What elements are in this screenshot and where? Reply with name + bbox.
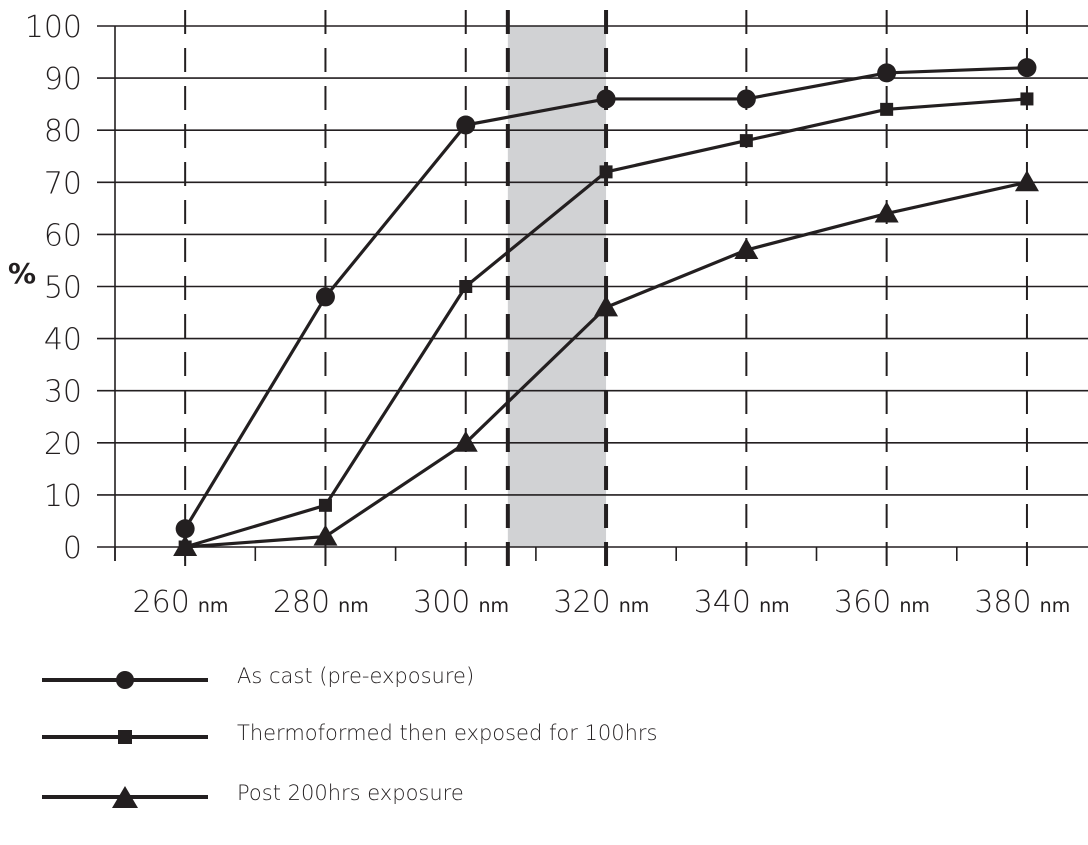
- x-tick-label: 280: [273, 585, 330, 620]
- y-axis-label: %: [8, 257, 36, 290]
- data-point-triangle: [313, 524, 338, 546]
- data-point-triangle: [594, 295, 619, 317]
- x-unit-label: nm: [478, 595, 509, 617]
- data-point-square: [739, 134, 753, 148]
- series-layer: [173, 58, 1039, 556]
- legend-square-marker: [118, 730, 132, 744]
- y-tick-label: 90: [44, 62, 82, 97]
- y-tick-label: 70: [44, 166, 82, 201]
- data-point-triangle: [734, 238, 759, 260]
- legend-label: Post 200hrs exposure: [237, 781, 464, 805]
- y-tick-label: 80: [44, 114, 82, 149]
- y-tick-label: 50: [44, 271, 82, 306]
- legend-item-post-200hrs: Post 200hrs exposure: [42, 777, 942, 817]
- y-tick-label: 60: [44, 218, 82, 253]
- y-tick-label: 40: [44, 323, 82, 358]
- axis-layer: [97, 25, 1028, 561]
- x-tick-label: 360: [834, 585, 891, 620]
- x-tick-label: 340: [694, 585, 751, 620]
- x-tick-label: 380: [974, 585, 1031, 620]
- data-point-triangle: [453, 430, 478, 452]
- data-point-triangle: [1014, 170, 1039, 192]
- data-point-square: [599, 165, 613, 179]
- x-tick-label: 320: [553, 585, 610, 620]
- data-point-circle: [736, 89, 756, 109]
- data-point-circle: [877, 63, 897, 83]
- x-tick-label: 260: [133, 585, 190, 620]
- data-point-square: [459, 280, 473, 293]
- legend-label: Thermoformed then exposed for 100hrs: [237, 721, 658, 745]
- y-tick-label: 20: [44, 427, 82, 462]
- grid-layer: [115, 10, 1088, 567]
- x-unit-label: nm: [1040, 595, 1071, 617]
- legend-item-thermoformed: Thermoformed then exposed for 100hrs: [42, 717, 942, 757]
- legend-label: As cast (pre-exposure): [237, 664, 475, 688]
- legend-triangle-marker: [112, 786, 138, 808]
- data-point-circle: [456, 115, 476, 135]
- label-layer: 0 10 20 30 40 50 60 70 80 90 100% 260 nm 280 nm 300 nm 32…: [8, 10, 1070, 620]
- y-tick-label: 10: [44, 479, 82, 514]
- legend-item-as-cast: As cast (pre-exposure): [42, 660, 942, 700]
- x-unit-label: nm: [198, 595, 229, 617]
- y-tick-label: 30: [44, 375, 82, 410]
- x-tick-label: 300: [413, 585, 470, 620]
- data-point-square: [1020, 92, 1034, 106]
- x-unit-label: nm: [899, 595, 930, 617]
- data-point-triangle: [173, 535, 198, 556]
- chart: 0 10 20 30 40 50 60 70 80 90 100% 260 nm 280 nm 300 nm 32…: [8, 10, 1088, 620]
- data-point-circle: [315, 287, 335, 307]
- data-point-square: [318, 498, 332, 512]
- x-unit-label: nm: [338, 595, 369, 617]
- x-unit-label: nm: [619, 595, 650, 617]
- data-point-square: [880, 102, 894, 116]
- data-point-circle: [175, 519, 195, 539]
- y-tick-label: 100: [25, 10, 82, 45]
- y-tick-label: 0: [63, 531, 82, 566]
- legend-circle-marker: [116, 671, 134, 689]
- data-point-triangle: [874, 201, 899, 223]
- x-unit-label: nm: [759, 595, 790, 617]
- data-point-circle: [1017, 58, 1037, 78]
- data-point-circle: [596, 89, 616, 109]
